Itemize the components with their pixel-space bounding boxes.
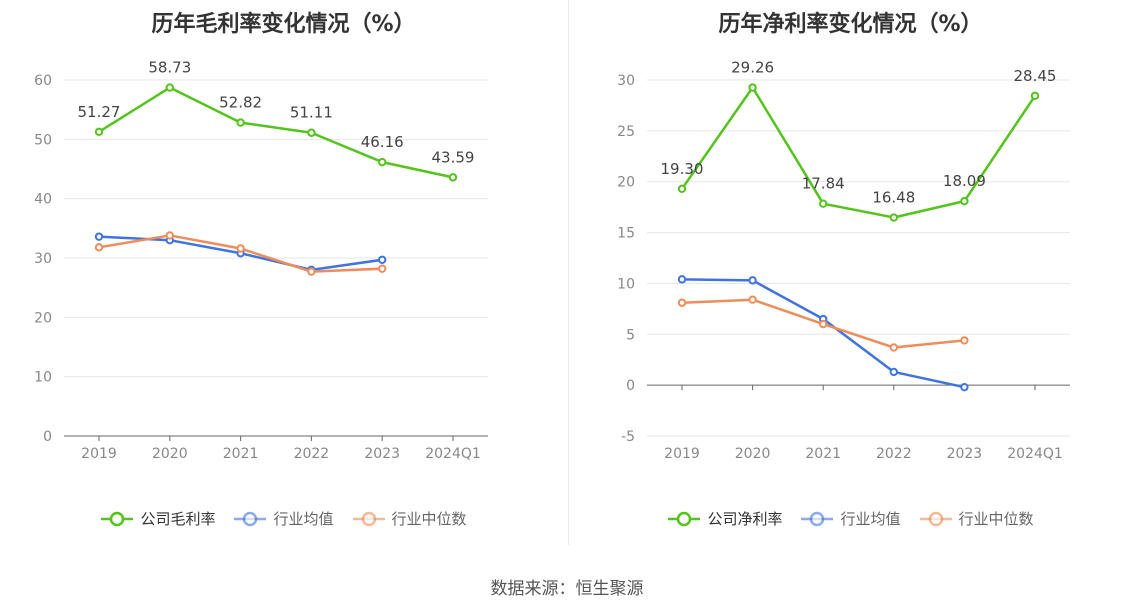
legend-line-marker-icon — [919, 511, 952, 526]
legend-label: 公司毛利率 — [140, 510, 216, 528]
gross-margin-industry-avg-point-2019 — [94, 232, 104, 241]
gross-margin-chart-panel: 历年毛利率变化情况（%） 0 10 20 30 40 50 60 2019 2020 2021 20… — [0, 0, 567, 560]
gross-margin-industry-avg-point-2023 — [378, 255, 387, 264]
gross-margin-ytick-label-50: 50 — [34, 132, 52, 148]
net-margin-chart: -5 0 5 10 15 20 25 30 2019 2020 2021 2022 2023 2024Q1… — [617, 59, 1070, 462]
legend-line-marker-icon — [234, 511, 267, 526]
gross-margin-industry-median-point-2019 — [94, 243, 104, 252]
gross-margin-xtick-label-2024Q1: 2024Q1 — [425, 446, 481, 462]
net-margin-legend-item-industry-median[interactable]: 行业中位数 — [919, 508, 1034, 529]
gross-margin-ytick-label-40: 40 — [34, 192, 52, 208]
net-margin-industry-median-point-2023 — [960, 336, 969, 345]
gross-margin-ytick-label-10: 10 — [34, 370, 52, 386]
net-margin-legend-item-company[interactable]: 公司净利率 — [667, 508, 782, 529]
net-margin-xtick-label-2022: 2022 — [876, 446, 912, 462]
data-source-note: 数据来源：恒生聚源 — [490, 579, 644, 599]
net-margin-company-point-2021 — [819, 199, 828, 208]
gross-margin-chart-legend: 公司毛利率 行业均值 行业中位数 — [0, 508, 567, 529]
net-margin-company-data-label-2023: 18.09 — [943, 172, 986, 190]
net-margin-industry-avg-line — [681, 278, 965, 389]
net-margin-xtick-label-2021: 2021 — [805, 446, 841, 462]
legend-label: 行业均值 — [273, 510, 334, 528]
gross-margin-xtick-label-2019: 2019 — [81, 446, 117, 462]
net-margin-industry-avg-point-2022 — [889, 367, 898, 377]
gross-margin-legend-item-industry-median[interactable]: 行业中位数 — [352, 508, 467, 529]
gross-margin-company-point-2021 — [236, 118, 245, 127]
gross-margin-industry-median-point-2020 — [165, 231, 175, 240]
net-margin-company-point-2022 — [889, 213, 898, 222]
net-margin-xtick-label-2023: 2023 — [947, 446, 983, 462]
gross-margin-company-data-label-2023: 46.16 — [361, 133, 404, 151]
legend-line-marker-icon — [101, 511, 134, 526]
net-margin-industry-median-point-2021 — [819, 319, 828, 329]
gross-margin-company-line — [98, 86, 454, 179]
net-margin-company-data-label-2020: 29.26 — [731, 59, 774, 77]
gross-margin-industry-median-point-2021 — [236, 244, 245, 253]
gross-margin-legend-item-company[interactable]: 公司毛利率 — [100, 508, 215, 529]
gross-margin-company-point-2022 — [307, 128, 316, 137]
net-margin-ytick-label-20: 20 — [617, 175, 635, 191]
net-margin-industry-avg-point-2020 — [748, 276, 757, 285]
gross-margin-company-point-2024Q1 — [448, 173, 458, 182]
gross-margin-xtick-label-2021: 2021 — [223, 446, 259, 462]
net-margin-industry-median-point-2019 — [677, 298, 687, 307]
gross-margin-company-point-2019 — [94, 127, 104, 136]
gross-margin-legend-item-industry-avg[interactable]: 行业均值 — [233, 508, 334, 529]
legend-label: 行业中位数 — [391, 510, 467, 528]
net-margin-company-data-label-2019: 19.30 — [661, 160, 704, 178]
net-margin-ytick-label-15: 15 — [617, 226, 635, 242]
panel-divider — [568, 0, 569, 545]
gross-margin-company-point-2020 — [165, 83, 175, 92]
gross-margin-company-data-label-2022: 51.11 — [290, 104, 333, 122]
net-margin-ytick-label--5: -5 — [621, 429, 635, 445]
legend-line-marker-icon — [801, 511, 834, 526]
gross-margin-industry-median-point-2023 — [378, 264, 387, 273]
net-margin-ytick-label-0: 0 — [626, 378, 635, 394]
legend-line-marker-icon — [352, 511, 385, 526]
net-margin-company-data-label-2024Q1: 28.45 — [1014, 67, 1057, 85]
net-margin-ytick-label-30: 30 — [617, 73, 635, 89]
net-margin-company-data-label-2021: 17.84 — [802, 175, 845, 193]
gross-margin-company-data-label-2021: 52.82 — [219, 94, 262, 112]
net-margin-industry-median-point-2022 — [889, 343, 898, 352]
gross-margin-company-data-label-2020: 58.73 — [148, 59, 191, 77]
net-margin-xtick-label-2019: 2019 — [664, 446, 700, 462]
net-margin-chart-title: 历年净利率变化情况（%） — [718, 12, 983, 37]
net-margin-chart-panel: 历年净利率变化情况（%） -5 0 5 10 15 20 25 30 2019 2020 2021 2… — [567, 0, 1134, 560]
net-margin-industry-avg-point-2019 — [677, 275, 687, 284]
legend-label: 行业中位数 — [958, 510, 1034, 528]
net-margin-chart-legend: 公司净利率 行业均值 行业中位数 — [567, 508, 1134, 529]
net-margin-ytick-label-25: 25 — [617, 124, 635, 140]
gross-margin-company-data-label-2019: 51.27 — [78, 103, 121, 121]
net-margin-xtick-label-2020: 2020 — [735, 446, 771, 462]
gross-margin-chart-title: 历年毛利率变化情况（%） — [151, 12, 416, 37]
gross-margin-xtick-label-2020: 2020 — [152, 446, 188, 462]
gross-margin-ytick-label-20: 20 — [34, 310, 52, 326]
net-margin-company-data-label-2022: 16.48 — [872, 189, 915, 207]
gross-margin-xtick-label-2023: 2023 — [364, 446, 400, 462]
gross-margin-company-data-label-2024Q1: 43.59 — [432, 148, 475, 166]
net-margin-company-point-2019 — [677, 184, 687, 194]
legend-label: 行业均值 — [840, 510, 901, 528]
legend-label: 公司净利率 — [707, 510, 783, 528]
net-margin-industry-median-point-2020 — [748, 295, 757, 304]
net-margin-company-line — [680, 86, 1037, 219]
gross-margin-ytick-label-30: 30 — [34, 251, 52, 267]
gross-margin-industry-median-point-2022 — [307, 267, 316, 276]
gross-margin-company-point-2023 — [378, 157, 387, 167]
net-margin-company-point-2023 — [960, 196, 969, 206]
gross-margin-ytick-label-60: 60 — [34, 73, 52, 89]
gross-margin-xtick-label-2022: 2022 — [294, 446, 330, 462]
net-margin-legend-item-industry-avg[interactable]: 行业均值 — [800, 508, 901, 529]
net-margin-ytick-label-5: 5 — [626, 327, 635, 343]
net-margin-company-point-2020 — [748, 83, 757, 92]
gross-margin-chart: 0 10 20 30 40 50 60 2019 2020 2021 2022 2023 2024Q1 5… — [34, 59, 488, 462]
net-margin-industry-avg-point-2023 — [960, 382, 969, 392]
net-margin-xtick-label-2024Q1: 2024Q1 — [1007, 446, 1063, 462]
gross-margin-ytick-label-0: 0 — [43, 429, 52, 445]
legend-line-marker-icon — [668, 511, 701, 526]
net-margin-company-point-2024Q1 — [1030, 91, 1040, 100]
net-margin-ytick-label-10: 10 — [617, 276, 635, 292]
